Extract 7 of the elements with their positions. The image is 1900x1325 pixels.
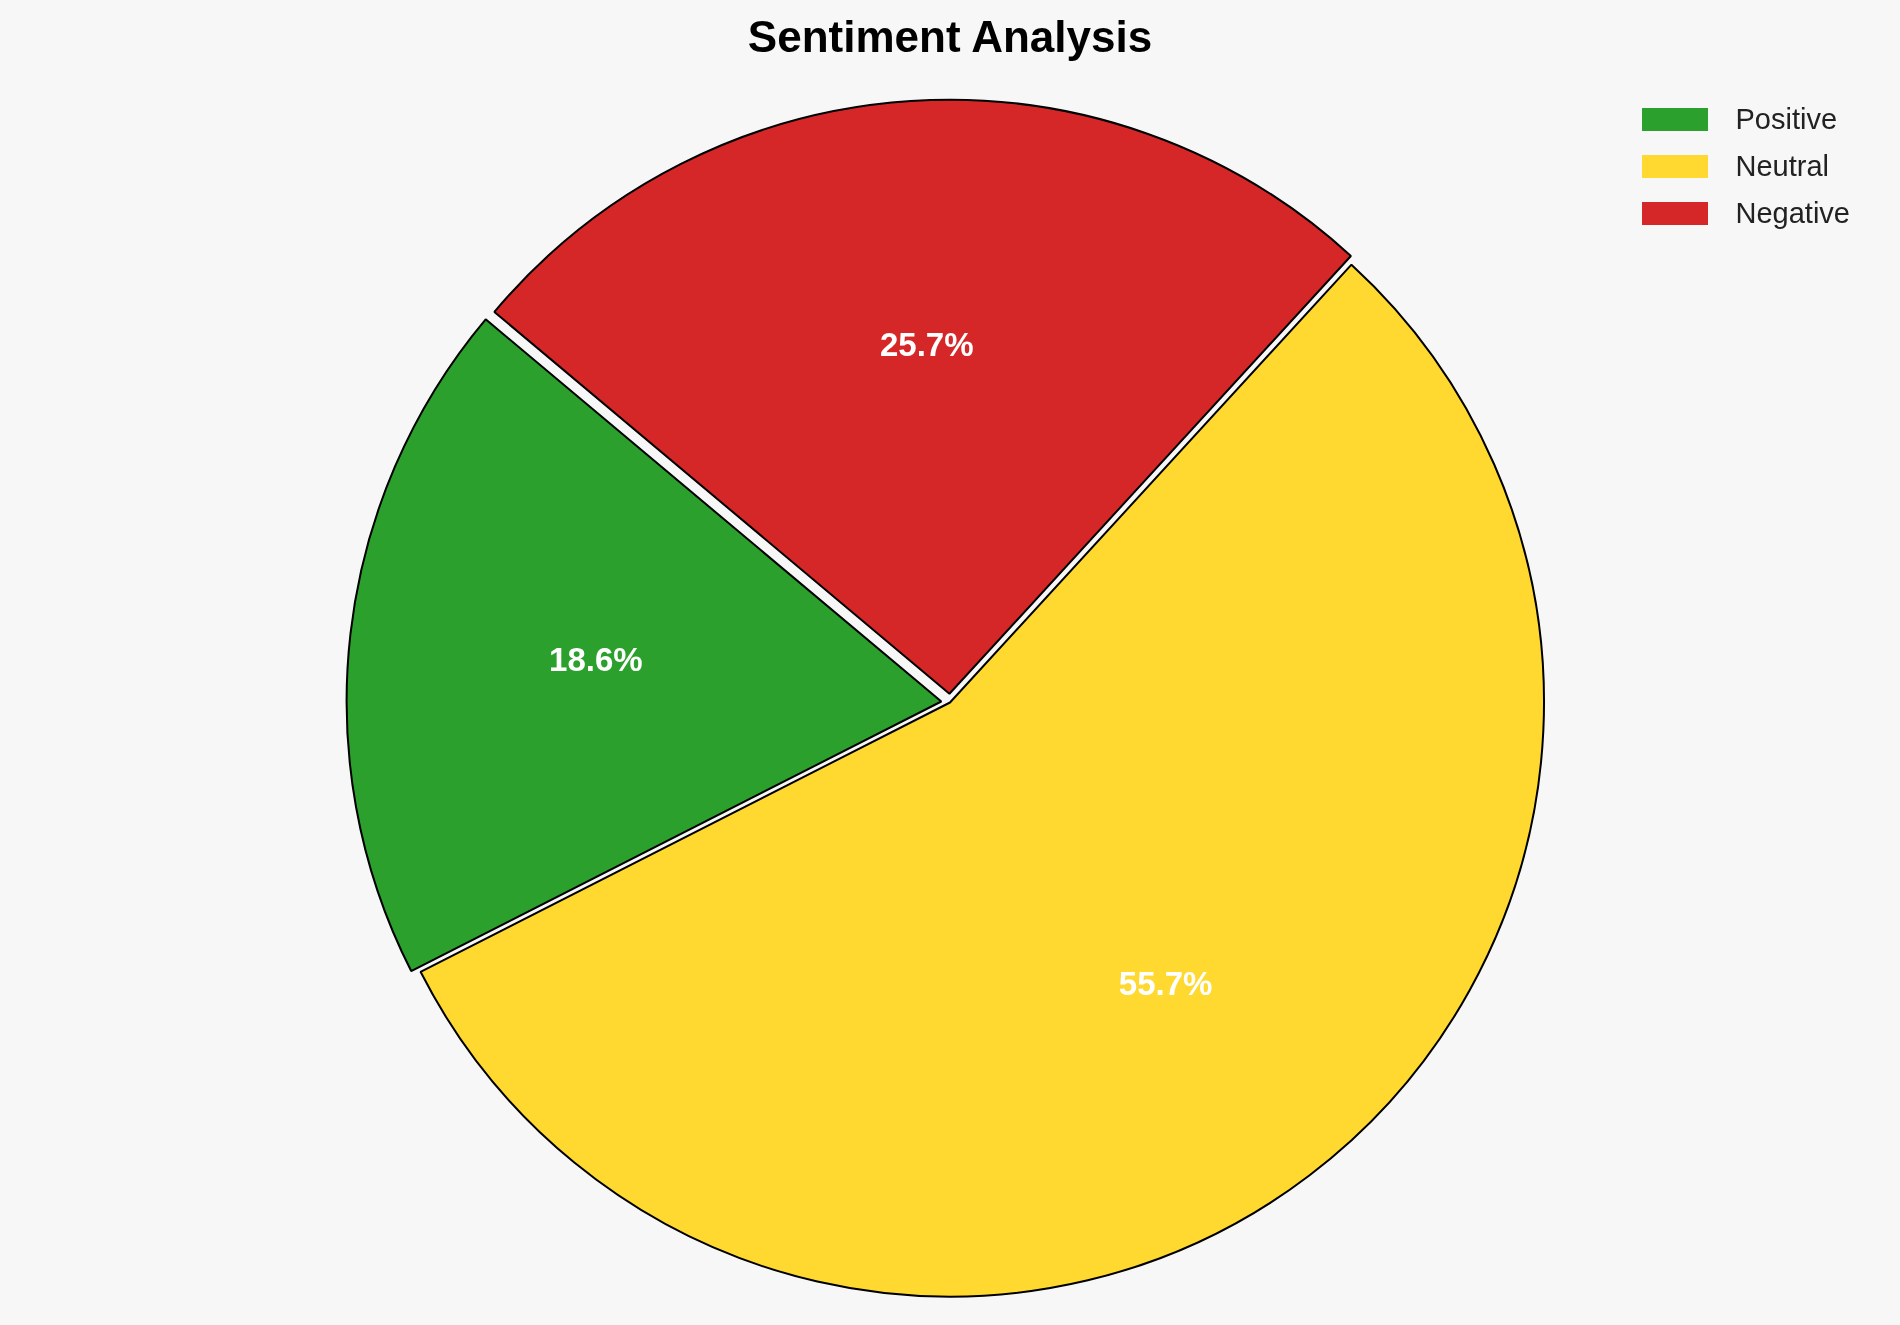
data-label: 18.6%: [549, 641, 643, 679]
data-label: 55.7%: [1118, 965, 1213, 1003]
legend-label: Negative: [1735, 197, 1850, 230]
legend-label: Positive: [1735, 103, 1838, 136]
legend-label: Neutral: [1735, 150, 1830, 183]
data-label: 25.7%: [879, 325, 974, 363]
chart-title: Sentiment Analysis: [746, 12, 1154, 62]
